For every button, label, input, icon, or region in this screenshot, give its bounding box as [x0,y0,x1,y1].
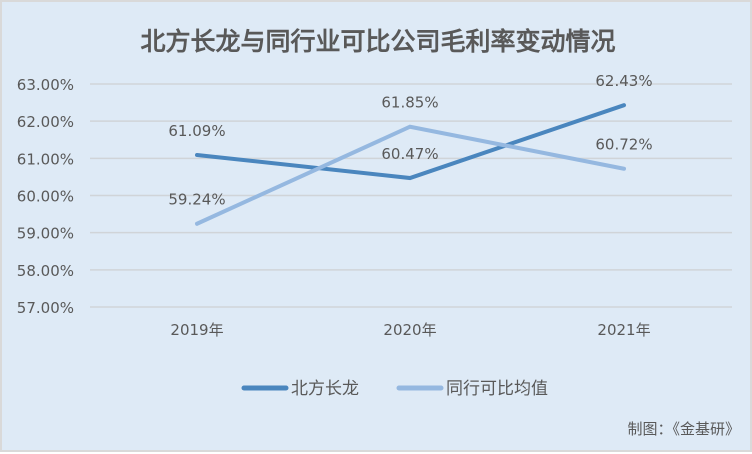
data-label: 61.09% [168,122,225,140]
x-tick-label: 2021年 [597,321,650,339]
data-label: 59.24% [168,191,225,209]
data-label: 61.85% [381,94,438,112]
data-label: 60.72% [595,136,652,154]
chart-title: 北方长龙与同行业可比公司毛利率变动情况 [140,27,615,56]
x-tick-label: 2019年 [170,321,223,339]
y-tick-label: 59.00% [17,225,74,243]
series-line-2 [195,124,626,226]
data-label: 60.47% [381,145,438,163]
y-tick-label: 57.00% [17,299,74,317]
y-tick-label: 61.00% [17,150,74,168]
y-tick-label: 62.00% [17,113,74,131]
data-label: 62.43% [595,72,652,90]
series-line-1 [195,103,626,181]
y-tick-label: 63.00% [17,76,74,94]
legend-label: 同行可比均值 [446,379,548,399]
y-tick-label: 60.00% [17,188,74,206]
x-tick-label: 2020年 [383,321,436,339]
legend-label: 北方长龙 [291,379,359,399]
y-tick-label: 58.00% [17,262,74,280]
source-credit: 制图：《金基研》 [627,420,740,438]
